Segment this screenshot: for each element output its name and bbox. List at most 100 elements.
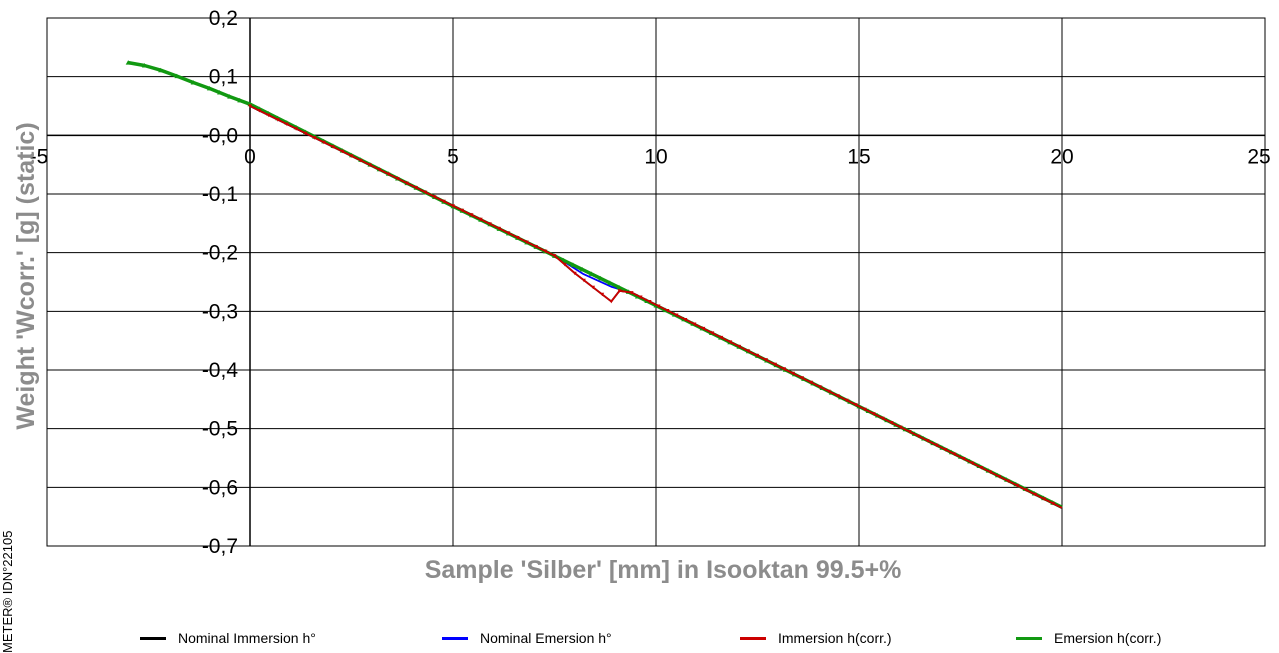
series-marker [257, 109, 262, 113]
series-marker [275, 118, 280, 122]
series-marker [497, 226, 502, 231]
series-marker [970, 461, 975, 465]
series-marker [1033, 492, 1038, 497]
series-marker [719, 335, 724, 340]
x-tick-label: 25 [1247, 145, 1270, 168]
series-marker [331, 145, 335, 149]
series-marker [600, 292, 605, 297]
series-marker [294, 127, 299, 131]
series-marker [591, 285, 596, 290]
series-marker [728, 340, 733, 344]
series-marker [561, 257, 567, 263]
series-marker [386, 172, 391, 176]
series-marker [284, 122, 289, 127]
series-marker [1015, 483, 1020, 488]
series-marker [158, 67, 164, 73]
series-marker [321, 140, 326, 145]
series-marker [647, 300, 652, 304]
series-marker [889, 421, 894, 425]
series-marker [1051, 501, 1055, 506]
series-marker [227, 94, 233, 99]
series-marker [562, 262, 567, 267]
side-label: METER® IDN°22105 [0, 531, 15, 653]
series-marker [701, 326, 706, 331]
series-marker [125, 60, 131, 65]
series-marker [925, 439, 930, 443]
series-marker [952, 452, 957, 456]
series-marker [907, 430, 912, 434]
legend-label: Emersion h(corr.) [1054, 630, 1162, 646]
series-marker [916, 434, 921, 439]
series-marker [441, 199, 446, 204]
series-marker [791, 371, 795, 376]
legend-item: Immersion h(corr.) [740, 630, 892, 646]
series-marker [570, 262, 576, 267]
legend-item: Nominal Emersion h° [442, 630, 612, 646]
legend-label: Nominal Immersion h° [178, 630, 316, 646]
series-marker [665, 309, 670, 313]
x-tick-label: 15 [847, 145, 870, 168]
series-marker [961, 457, 966, 461]
series-marker [773, 362, 778, 367]
series-marker [141, 63, 147, 68]
series-marker [800, 376, 804, 380]
series-marker [710, 331, 715, 335]
legend-label: Nominal Emersion h° [480, 630, 612, 646]
series-marker [248, 104, 252, 108]
series-marker [303, 131, 308, 136]
series-marker [988, 470, 993, 474]
y-tick-label: -0,3 [202, 300, 238, 323]
series-marker [943, 448, 948, 452]
series-marker [853, 403, 858, 407]
series-marker [190, 80, 196, 85]
x-tick-label: -5 [30, 145, 49, 168]
series-marker [616, 284, 622, 290]
series-marker [524, 240, 529, 244]
series-marker [581, 278, 586, 283]
series-marker [609, 299, 614, 304]
series-marker [534, 245, 538, 249]
legend-swatch [442, 636, 468, 640]
series-marker [432, 195, 437, 199]
series-marker [1006, 479, 1011, 483]
series-marker [552, 254, 557, 258]
series-marker [588, 271, 594, 276]
series-marker [217, 90, 223, 95]
series-marker [598, 275, 604, 281]
series-marker [629, 291, 634, 295]
series-marker [1042, 497, 1047, 501]
legend-label: Immersion h(corr.) [778, 630, 892, 646]
series-marker [826, 389, 831, 394]
series-marker [506, 231, 511, 235]
series-marker [572, 271, 577, 276]
series-marker [656, 304, 661, 308]
x-axis-title: Sample 'Silber' [mm] in Isooktan 99.5+% [425, 556, 902, 584]
series-marker [835, 394, 840, 398]
y-tick-label: -0,1 [202, 183, 238, 206]
y-tick-label: -0,7 [202, 535, 238, 558]
series-marker [543, 249, 548, 254]
series-marker [368, 163, 372, 167]
series-marker [617, 289, 622, 293]
series-marker [871, 412, 876, 416]
legend-item: Nominal Immersion h° [140, 630, 316, 646]
series-marker [764, 358, 769, 362]
tick-labels: -5 0 5 10 15 20 25 0,2 0,1 -0,0 -0,1 -0,2 -0,3 -0,4 -0… [30, 7, 1271, 558]
series-marker [674, 313, 679, 317]
legend: Nominal Immersion h° Nominal Emersion h° I… [0, 630, 1279, 652]
series-marker [1024, 488, 1029, 492]
y-axis-title: Weight 'Wcorr.' [g] (static) [12, 122, 40, 429]
series-marker [423, 190, 428, 195]
series-marker [746, 349, 751, 353]
series-marker [358, 158, 363, 163]
y-tick-label: -0,6 [202, 476, 238, 499]
series-marker [312, 136, 317, 140]
series-marker [478, 217, 483, 222]
series-marker [487, 222, 492, 226]
series-marker [266, 113, 271, 118]
series-lines [125, 60, 1063, 509]
series-marker [395, 177, 400, 181]
legend-swatch [140, 636, 166, 640]
series-marker [898, 425, 903, 430]
series-marker [349, 154, 354, 158]
